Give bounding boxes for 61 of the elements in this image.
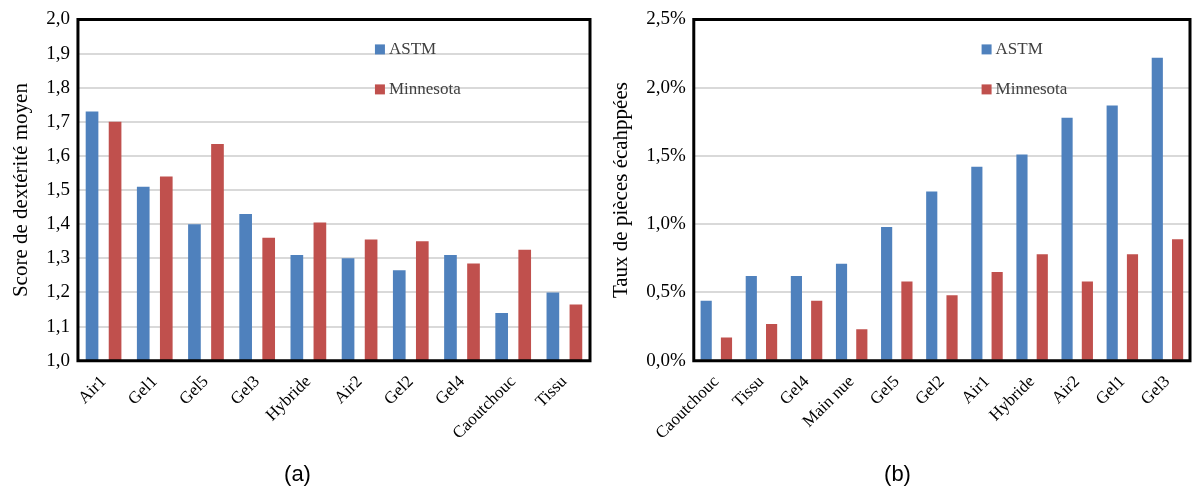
text: (a)	[284, 460, 311, 486]
x-tick-label: Gel5	[175, 371, 212, 409]
x-tick-label: Gel5	[865, 371, 903, 409]
y-tick-label: 1,0	[46, 348, 70, 370]
bar	[926, 191, 938, 360]
bar	[901, 281, 913, 360]
legend-label: Minnesota	[995, 78, 1068, 98]
y-tick-label: 1,5%	[646, 143, 686, 165]
y-tick-label: 1,4	[46, 212, 71, 234]
bar	[745, 276, 757, 360]
x-tick-label: Air2	[1047, 371, 1084, 407]
y-tick-label: 2,5%	[646, 7, 686, 29]
bar	[1036, 254, 1048, 360]
y-tick-label: 2,0%	[646, 75, 686, 97]
bar	[766, 323, 778, 360]
bar	[1081, 281, 1093, 360]
bar	[720, 337, 733, 360]
bar	[1151, 57, 1163, 360]
x-tick-label: Gel2	[911, 371, 948, 409]
y-tick-label: 0,5%	[646, 280, 686, 302]
x-tick-label: Tissu	[728, 371, 768, 411]
bar	[1061, 117, 1073, 360]
y-tick-label: 1,9	[46, 41, 70, 63]
y-tick-label: 1,1	[46, 314, 70, 336]
x-tick-label: Tissu	[531, 371, 571, 411]
x-tick-label: Air1	[957, 371, 993, 407]
text: (b)	[884, 460, 911, 486]
bar	[991, 272, 1003, 360]
x-tick-label: Gel3	[1136, 371, 1174, 409]
bar	[1172, 239, 1184, 360]
x-tick-label: Gel3	[226, 371, 264, 409]
bar	[971, 166, 983, 360]
bar	[811, 300, 823, 360]
x-tick-label: Air1	[74, 371, 110, 407]
y-tick-label: 1,5	[46, 178, 70, 200]
bar	[700, 300, 712, 360]
x-tick-label: Gel2	[379, 371, 417, 409]
bar	[835, 263, 848, 360]
y-tick-label: 1,7	[46, 109, 70, 131]
bar	[1016, 154, 1028, 360]
bar	[1126, 254, 1139, 360]
y-tick-label: 1,3	[46, 246, 70, 268]
y-tick-label: 2,0	[46, 7, 70, 29]
y-tick-label: 1,0%	[646, 212, 686, 234]
y-axis-title: Taux de pièces écahppées	[608, 82, 633, 299]
bar	[881, 226, 893, 360]
bar	[790, 276, 802, 360]
legend-label: ASTM	[995, 38, 1043, 58]
x-tick-label: Air2	[330, 371, 366, 407]
x-tick-label: Gel1	[1091, 371, 1129, 409]
legend-label: ASTM	[388, 38, 437, 58]
bar	[946, 295, 958, 360]
y-tick-label: 1,6	[46, 143, 70, 165]
y-tick-label: 1,2	[46, 280, 70, 302]
legend-label: Minnesota	[388, 78, 462, 98]
y-tick-label: 0,0%	[646, 348, 686, 370]
bar	[856, 329, 868, 360]
x-tick-label: Gel1	[123, 371, 161, 409]
y-axis-title: Score de dextérité moyen	[8, 82, 33, 298]
bar	[1106, 105, 1118, 360]
y-tick-label: 1,8	[46, 75, 70, 97]
